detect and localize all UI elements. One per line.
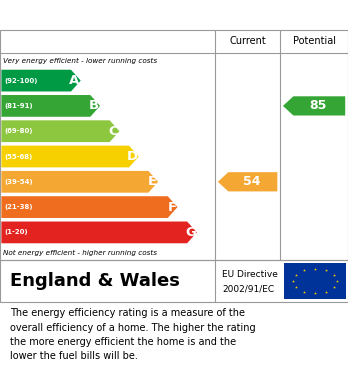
Text: The energy efficiency rating is a measure of the
overall efficiency of a home. T: The energy efficiency rating is a measur… [10, 308, 256, 361]
Bar [284, 264, 346, 299]
Polygon shape [218, 172, 277, 192]
Text: Current: Current [229, 36, 266, 47]
Polygon shape [1, 196, 177, 218]
Text: (21-38): (21-38) [5, 204, 33, 210]
Text: G: G [185, 226, 196, 239]
Polygon shape [283, 96, 345, 115]
Text: D: D [127, 150, 138, 163]
Text: F: F [167, 201, 176, 213]
Text: Potential: Potential [293, 36, 335, 47]
Text: C: C [109, 125, 118, 138]
Polygon shape [1, 120, 119, 142]
Text: Not energy efficient - higher running costs: Not energy efficient - higher running co… [3, 249, 158, 256]
Text: Very energy efficient - lower running costs: Very energy efficient - lower running co… [3, 57, 158, 63]
Text: A: A [69, 74, 80, 87]
Polygon shape [1, 145, 139, 167]
Text: EU Directive: EU Directive [222, 270, 278, 279]
Text: 85: 85 [310, 99, 327, 112]
Text: (39-54): (39-54) [5, 179, 33, 185]
Text: England & Wales: England & Wales [10, 272, 180, 290]
Polygon shape [1, 222, 197, 243]
Polygon shape [1, 95, 100, 117]
Text: B: B [89, 99, 99, 112]
Text: (69-80): (69-80) [5, 128, 33, 134]
Text: Energy Efficiency Rating: Energy Efficiency Rating [10, 7, 213, 23]
Text: (55-68): (55-68) [5, 154, 33, 160]
Polygon shape [1, 70, 81, 91]
Text: E: E [148, 175, 157, 188]
Text: 54: 54 [243, 175, 261, 188]
Text: (92-100): (92-100) [5, 77, 38, 84]
Text: 2002/91/EC: 2002/91/EC [222, 285, 274, 294]
Text: (1-20): (1-20) [5, 230, 29, 235]
Polygon shape [1, 171, 158, 193]
Text: (81-91): (81-91) [5, 103, 33, 109]
